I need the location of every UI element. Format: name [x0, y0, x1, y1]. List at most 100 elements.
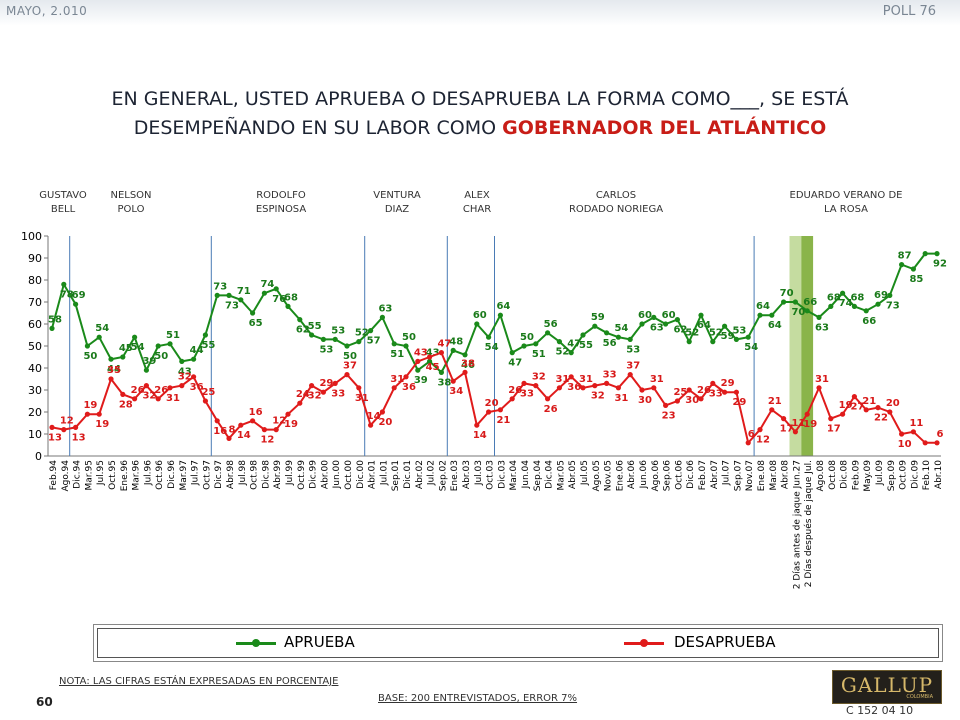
approve-data-label: 63	[378, 303, 392, 314]
approve-data-label: 51	[532, 349, 546, 360]
approve-point	[297, 317, 303, 323]
approve-point	[356, 339, 362, 345]
disapprove-point	[887, 409, 893, 415]
disapprove-point	[627, 372, 633, 378]
disapprove-point	[899, 431, 905, 437]
approve-point	[143, 367, 149, 373]
approve-point	[462, 352, 468, 358]
approve-data-label: 50	[402, 332, 416, 343]
x-tick-label: Oct.95	[108, 460, 118, 490]
disapprove-data-label: 10	[898, 439, 912, 450]
approve-data-label: 45	[119, 343, 133, 354]
disapprove-data-label: 31	[166, 393, 180, 404]
x-tick-label: Dic.03	[497, 460, 507, 489]
disapprove-point	[521, 380, 527, 386]
disapprove-point	[934, 440, 940, 446]
approve-data-label: 57	[367, 336, 381, 347]
disapprove-data-label: 31	[815, 374, 829, 385]
approve-point	[273, 286, 279, 292]
approve-point	[379, 314, 385, 320]
approve-point	[875, 301, 881, 307]
approve-point	[757, 312, 763, 318]
x-tick-label: Jun.04	[521, 460, 531, 490]
approve-data-label: 63	[815, 322, 829, 333]
approve-data-label: 55	[201, 340, 215, 351]
footnote: NOTA: LAS CIFRAS ESTÁN EXPRESADAS EN POR…	[59, 676, 339, 687]
disapprove-data-label: 31	[390, 374, 404, 385]
disapprove-point	[674, 398, 681, 404]
approve-point	[592, 323, 598, 329]
disapprove-data-label: 14	[473, 430, 487, 441]
disapprove-point	[745, 440, 751, 446]
approval-line-chart: 0 10 20 30 40 50 60 70 80 90 100 Feb.94 Ago.94 Dic.94…	[21, 230, 947, 589]
x-tick-label: Abr.00	[320, 460, 330, 489]
disapprove-data-label: 6	[748, 429, 755, 440]
disapprove-data-label: 29	[721, 378, 735, 389]
title-line1: EN GENERAL, USTED APRUEBA O DESAPRUEBA L…	[111, 88, 849, 110]
disapprove-point	[132, 396, 138, 402]
disapprove-data-label: 19	[83, 400, 97, 411]
x-tick-label: Jun.00	[332, 460, 342, 490]
approve-point	[674, 317, 681, 323]
approve-data-label: 69	[72, 290, 86, 301]
disapprove-point	[663, 402, 669, 408]
approve-data-label: 50	[83, 351, 97, 362]
disapprove-series-line	[51, 351, 937, 445]
disapprove-point	[49, 424, 55, 430]
disapprove-point	[450, 378, 456, 384]
approve-data-label: 44	[190, 345, 204, 356]
x-tick-label: Jul.03	[474, 460, 484, 486]
disapprove-data-label: 6	[937, 429, 944, 440]
approve-point	[722, 323, 728, 329]
x-tick-label: Ago.06	[651, 460, 661, 492]
approve-data-label: 73	[225, 300, 239, 311]
disapprove-data-label: 32	[591, 391, 605, 402]
disapprove-point	[922, 440, 928, 446]
approve-data-label: 39	[142, 356, 156, 367]
y-tick-label: 100	[21, 230, 42, 243]
x-tick-label: Ene.96	[120, 460, 130, 492]
approve-point	[663, 321, 669, 327]
approve-data-label: 63	[650, 322, 664, 333]
y-tick-label: 80	[28, 274, 42, 287]
disapprove-data-label: 22	[874, 413, 888, 424]
disapprove-point	[226, 435, 232, 441]
approve-point	[556, 339, 563, 345]
disapprove-data-label: 47	[437, 339, 451, 350]
approve-point	[651, 314, 657, 320]
y-tick-label: 10	[28, 428, 42, 441]
disapprove-data-label: 12	[60, 416, 74, 427]
x-tick-label: 2 Días antes de jaque Jun.27	[792, 460, 802, 589]
governor-label: NELSON POLO	[110, 190, 152, 215]
disapprove-data-label: 19	[803, 419, 817, 430]
disapprove-point	[556, 385, 563, 391]
approve-point	[261, 290, 267, 296]
x-tick-label: Mar.08	[769, 460, 779, 491]
disapprove-data-label: 31	[579, 374, 593, 385]
approve-point	[61, 281, 67, 287]
x-tick-label: Ago.05	[592, 460, 602, 492]
report-date: MAYO, 2.010	[6, 4, 88, 18]
approve-point	[840, 290, 846, 296]
approve-data-label: 85	[909, 274, 923, 285]
approve-data-label: 60	[473, 310, 487, 321]
approve-point	[214, 292, 220, 298]
approve-data-label: 56	[603, 338, 617, 349]
approve-data-label: 44	[107, 364, 121, 375]
approve-data-label: 54	[744, 342, 758, 353]
approve-point	[627, 336, 633, 342]
disapprove-data-label: 17	[780, 424, 794, 435]
disapprove-point	[356, 385, 362, 391]
approve-point	[792, 299, 799, 305]
page-title: EN GENERAL, USTED APRUEBA O DESAPRUEBA L…	[40, 85, 920, 143]
approve-point	[403, 343, 409, 349]
x-tick-label: Oct.97	[202, 460, 212, 490]
approve-data-label: 74	[839, 298, 853, 309]
x-tick-label: Mar.96	[132, 460, 142, 491]
disapprove-data-label: 25	[201, 387, 215, 398]
disapprove-data-label: 19	[284, 419, 298, 430]
disapprove-point	[568, 374, 574, 380]
approve-data-label: 64	[697, 320, 711, 331]
disapprove-point	[261, 427, 267, 433]
disapprove-point	[96, 411, 102, 417]
